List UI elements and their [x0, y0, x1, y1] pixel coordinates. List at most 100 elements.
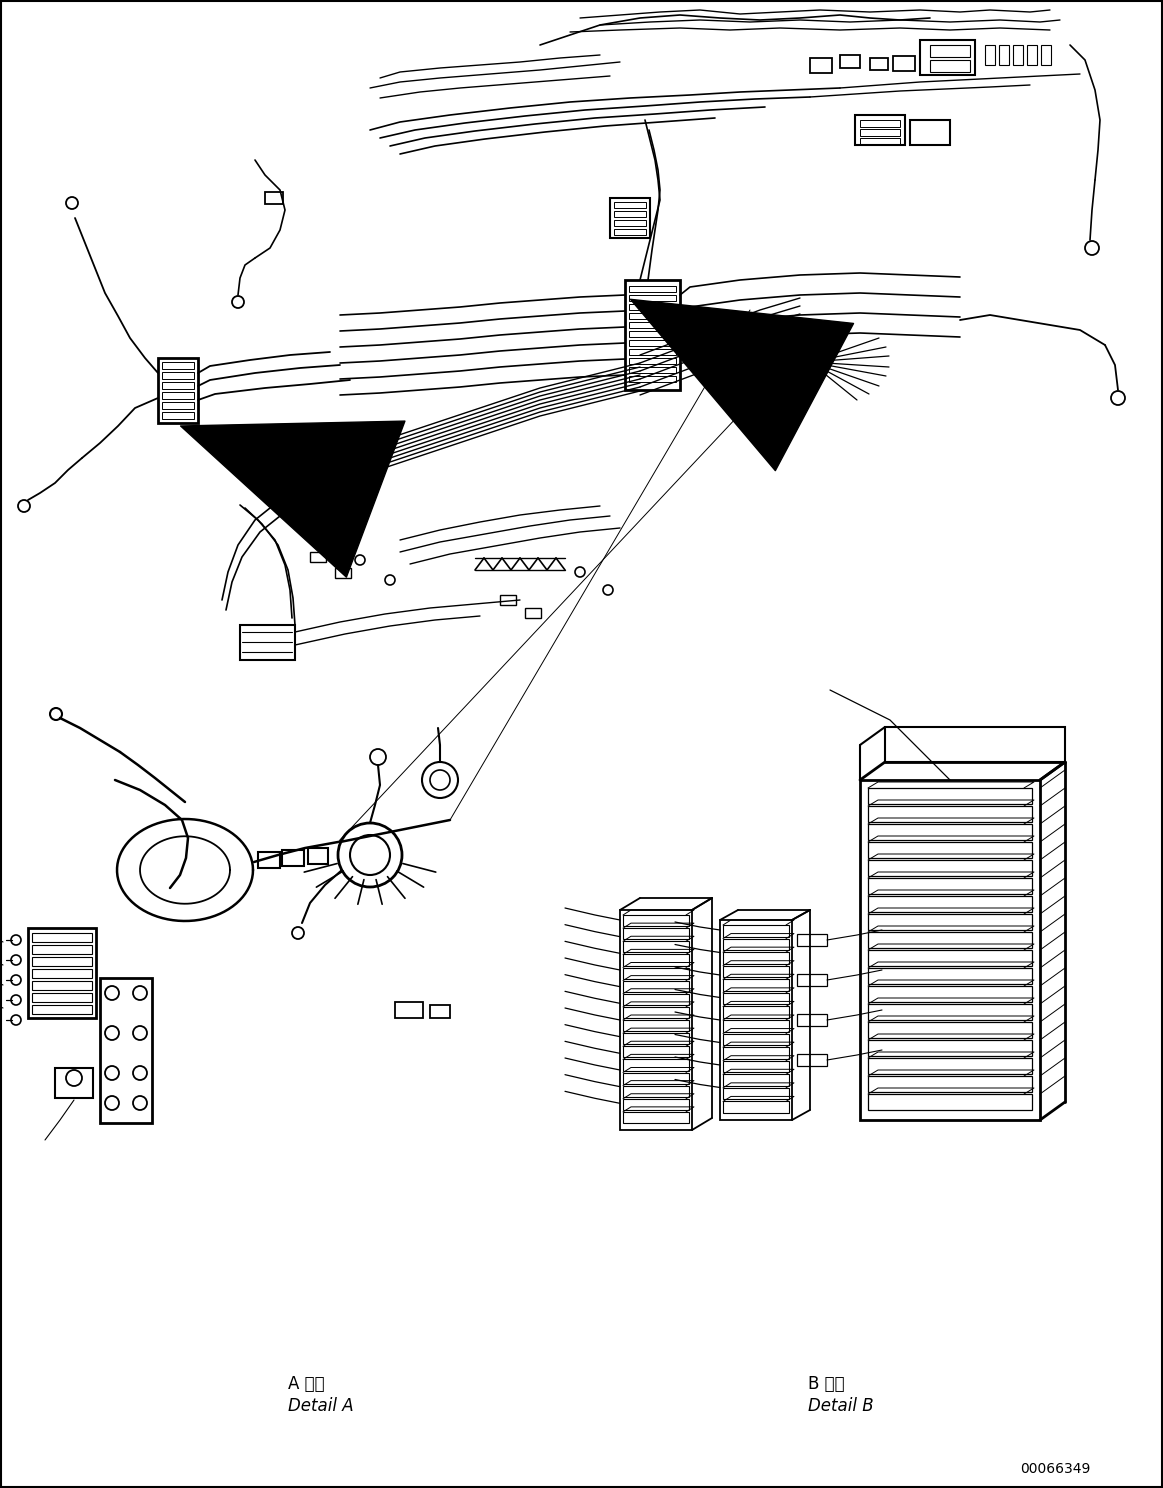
Bar	[859, 121, 900, 126]
Bar	[281, 850, 304, 866]
Bar	[786, 356, 806, 363]
Bar	[614, 220, 645, 226]
Bar	[868, 824, 1032, 841]
Bar	[723, 1088, 789, 1100]
Text: Detail A: Detail A	[288, 1397, 354, 1415]
Bar	[797, 975, 827, 987]
Bar	[55, 1068, 93, 1098]
Bar	[723, 1019, 789, 1031]
Bar	[868, 878, 1032, 894]
Bar	[623, 1112, 688, 1123]
Text: Detail B: Detail B	[808, 1397, 873, 1415]
Bar	[868, 1022, 1032, 1039]
Bar	[723, 1048, 789, 1059]
Bar	[614, 211, 645, 217]
Text: 00066349: 00066349	[1020, 1463, 1091, 1476]
Bar	[786, 344, 806, 353]
Bar	[100, 978, 152, 1123]
Bar	[629, 330, 676, 336]
Bar	[33, 981, 92, 990]
Bar	[868, 860, 1032, 876]
Bar	[786, 366, 806, 373]
Bar	[868, 914, 1032, 930]
Bar	[749, 379, 776, 387]
Bar	[265, 192, 283, 204]
Bar	[629, 368, 676, 373]
Bar	[868, 896, 1032, 912]
Bar	[311, 552, 326, 562]
Bar	[723, 1074, 789, 1086]
Bar	[623, 994, 688, 1004]
Bar	[162, 382, 194, 388]
Bar	[623, 1019, 688, 1031]
Bar	[33, 1004, 92, 1013]
Bar	[623, 967, 688, 979]
Bar	[430, 1004, 450, 1018]
Bar	[723, 939, 789, 951]
Bar	[33, 992, 92, 1001]
Bar	[868, 1004, 1032, 1019]
Bar	[611, 198, 650, 238]
Text: A: A	[224, 437, 245, 466]
Bar	[623, 1033, 688, 1045]
Bar	[930, 45, 970, 57]
Bar	[786, 376, 806, 385]
Bar	[162, 402, 194, 409]
Bar	[308, 848, 328, 865]
Bar	[720, 920, 792, 1120]
Bar	[868, 1094, 1032, 1110]
Bar	[809, 58, 832, 73]
Bar	[629, 321, 676, 327]
Bar	[162, 391, 194, 399]
Bar	[745, 335, 780, 390]
Bar	[723, 1034, 789, 1045]
Bar	[868, 1076, 1032, 1092]
Bar	[868, 1040, 1032, 1056]
Bar	[623, 1046, 688, 1058]
Bar	[625, 280, 680, 390]
Bar	[723, 1101, 789, 1113]
Bar	[629, 376, 676, 382]
Bar	[723, 992, 789, 1004]
Bar	[885, 728, 1065, 762]
Bar	[723, 926, 789, 936]
Bar	[868, 969, 1032, 984]
Bar	[868, 1058, 1032, 1074]
Text: A 詳細: A 詳細	[288, 1375, 324, 1393]
Bar	[614, 202, 645, 208]
Bar	[985, 45, 996, 65]
Bar	[868, 842, 1032, 859]
Bar	[840, 55, 859, 68]
Bar	[33, 969, 92, 978]
Bar	[500, 595, 516, 606]
Bar	[723, 952, 789, 964]
Bar	[33, 957, 92, 966]
Bar	[723, 1061, 789, 1073]
Bar	[868, 806, 1032, 821]
Bar	[623, 954, 688, 966]
Bar	[629, 286, 676, 292]
Bar	[797, 934, 827, 946]
Bar	[1013, 45, 1023, 65]
Bar	[623, 1086, 688, 1097]
Bar	[28, 929, 97, 1018]
Bar	[723, 979, 789, 991]
Bar	[859, 129, 900, 135]
Bar	[868, 949, 1032, 966]
Text: B: B	[665, 315, 686, 344]
Bar	[162, 412, 194, 420]
Bar	[395, 1001, 423, 1018]
Bar	[1027, 45, 1037, 65]
Bar	[623, 942, 688, 952]
Bar	[623, 929, 688, 939]
Bar	[162, 372, 194, 379]
Bar	[33, 933, 92, 942]
Bar	[623, 1059, 688, 1070]
Bar	[723, 1006, 789, 1018]
Bar	[723, 966, 789, 978]
Bar	[629, 295, 676, 301]
Bar	[629, 312, 676, 318]
Bar	[629, 339, 676, 347]
Bar	[623, 1098, 688, 1110]
Bar	[870, 58, 889, 70]
